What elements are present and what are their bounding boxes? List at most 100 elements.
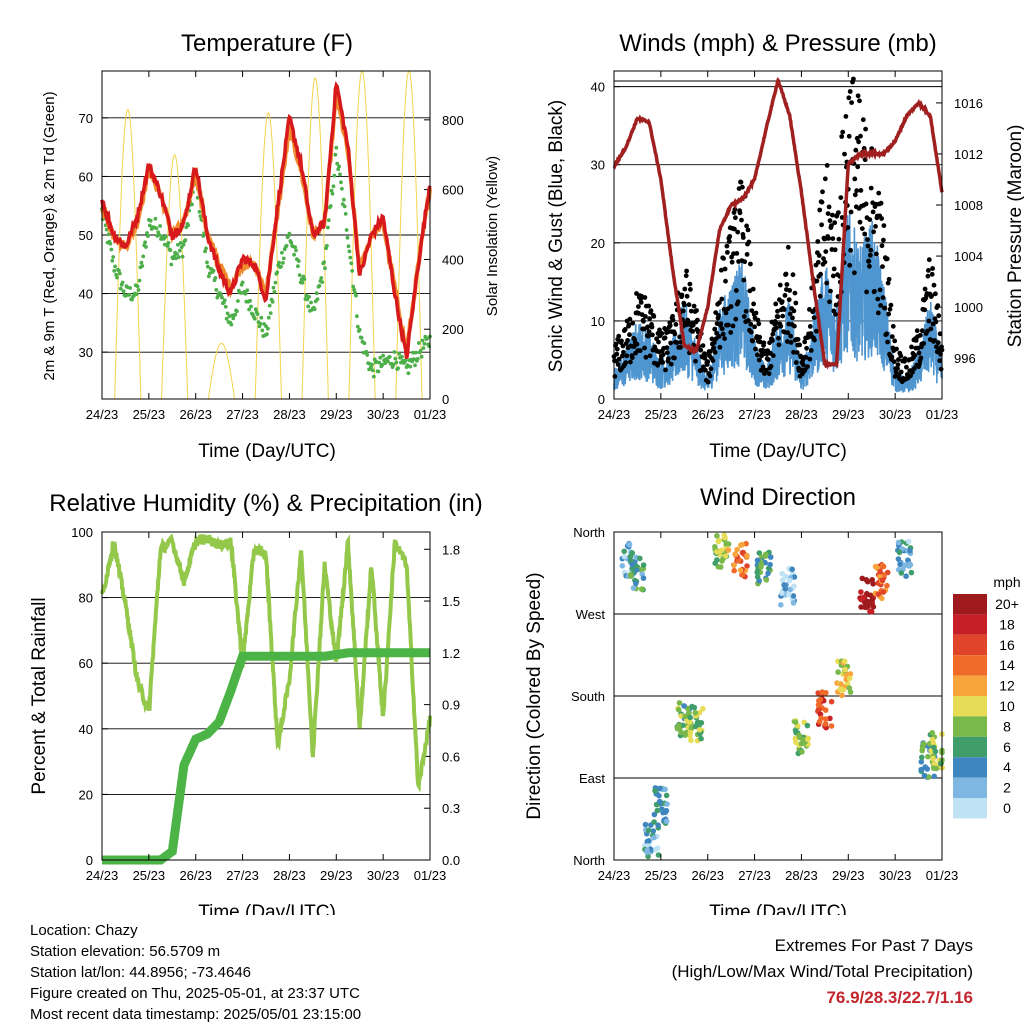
- direction-point: [937, 760, 944, 767]
- dewpoint-point: [225, 311, 230, 316]
- gust-point: [718, 267, 724, 273]
- direction-point: [744, 563, 750, 569]
- dewpoint-point: [144, 245, 148, 249]
- dewpoint-point: [296, 264, 300, 269]
- dewpoint-point: [166, 241, 171, 245]
- direction-point: [787, 586, 793, 593]
- direction-ytick-label: East: [579, 771, 605, 786]
- direction-point: [714, 533, 720, 539]
- pressure-y2tick-label: 1016: [954, 96, 983, 111]
- gust-point: [659, 331, 665, 336]
- direction-point: [630, 585, 637, 591]
- direction-point: [698, 735, 704, 742]
- dewpoint-point: [117, 268, 121, 273]
- dewpoint-point: [349, 261, 354, 266]
- dewpoint-point: [422, 341, 427, 346]
- dewpoint-point: [330, 191, 335, 196]
- dewpoint-point: [154, 226, 159, 231]
- dewpoint-point: [135, 284, 140, 289]
- dewpoint-point: [243, 291, 248, 296]
- dewpoint-point: [127, 292, 132, 297]
- direction-point: [919, 754, 925, 761]
- gust-point: [918, 355, 924, 361]
- gust-point: [857, 219, 863, 225]
- dewpoint-point: [248, 298, 253, 303]
- gust-point: [773, 320, 779, 326]
- dewpoint-point: [273, 280, 278, 285]
- direction-point: [921, 772, 928, 779]
- dewpoint-point: [247, 307, 252, 312]
- direction-point: [692, 723, 699, 730]
- winds-xtick-label: 30/23: [879, 407, 912, 422]
- temp-ytick-label: 70: [79, 111, 93, 126]
- gust-point: [922, 307, 928, 313]
- direction-point: [907, 562, 914, 568]
- direction-point: [691, 704, 698, 711]
- gust-point: [881, 223, 887, 229]
- gust-point: [880, 295, 886, 300]
- dewpoint-point: [293, 245, 297, 250]
- direction-point: [919, 766, 925, 773]
- gust-point: [770, 353, 776, 358]
- gust-point: [830, 273, 836, 279]
- gust-point: [716, 313, 721, 318]
- gust-point: [818, 271, 823, 277]
- relative-humidity-line: [100, 533, 432, 793]
- solar-y2tick-label: 400: [442, 252, 464, 267]
- gust-point: [642, 295, 648, 300]
- gust-point: [627, 316, 633, 322]
- dewpoint-point: [229, 322, 234, 327]
- gust-point: [868, 247, 874, 253]
- gust-point: [912, 352, 918, 358]
- rh-ytick-label: 80: [79, 591, 93, 606]
- gust-point: [847, 262, 853, 268]
- dewpoint-point: [186, 223, 191, 228]
- gust-point: [737, 210, 743, 216]
- dewpoint-point: [364, 349, 369, 354]
- gust-point: [732, 207, 738, 212]
- winds-ytick-label: 30: [591, 158, 605, 173]
- direction-point: [790, 600, 797, 606]
- direction-point: [919, 744, 926, 751]
- gust-point: [829, 223, 834, 229]
- direction-point: [656, 792, 662, 799]
- gust-point: [733, 215, 738, 221]
- gust-point: [860, 117, 866, 123]
- dewpoint-point: [267, 303, 272, 308]
- winds-xtick-label: 25/23: [645, 407, 678, 422]
- direction-point: [783, 573, 789, 580]
- gust-point: [933, 291, 938, 297]
- direction-point: [792, 735, 799, 742]
- gust-point: [875, 310, 881, 316]
- dewpoint-point: [177, 248, 182, 253]
- gust-point: [931, 282, 937, 288]
- direction-point: [762, 551, 769, 558]
- dewpoint-point: [348, 255, 353, 260]
- gust-point: [643, 354, 649, 360]
- gust-point: [695, 317, 700, 323]
- gust-series: [611, 76, 945, 385]
- dewpoint-point: [220, 295, 224, 300]
- gust-point: [647, 353, 653, 359]
- gust-point: [777, 282, 783, 288]
- gust-point: [819, 222, 824, 228]
- direction-point: [723, 553, 729, 559]
- meteogram-figure: Temperature (F) 304050607002004006008002…: [29, 30, 1024, 915]
- direction-point: [663, 818, 670, 825]
- gust-point: [793, 300, 799, 306]
- dewpoint-point: [270, 300, 275, 304]
- dewpoint-point: [111, 255, 116, 259]
- dewpoint-point: [418, 348, 423, 353]
- legend-swatch: [953, 594, 987, 615]
- gust-point: [848, 209, 854, 215]
- gust-point: [852, 192, 858, 198]
- winds-panel: Winds (mph) & Pressure (mb) 0 10 20 30 40 996…: [546, 30, 1024, 462]
- dewpoint-point: [266, 326, 270, 331]
- dewpoint-point: [224, 316, 229, 321]
- direction-panel: Wind Direction NorthEastSouthWestNorth24…: [524, 484, 1021, 915]
- direction-point: [929, 736, 936, 743]
- direction-xtick-label: 26/23: [691, 868, 724, 883]
- gust-point: [776, 335, 781, 341]
- winds-xtick-label: 27/23: [738, 407, 771, 422]
- gust-point: [865, 237, 870, 243]
